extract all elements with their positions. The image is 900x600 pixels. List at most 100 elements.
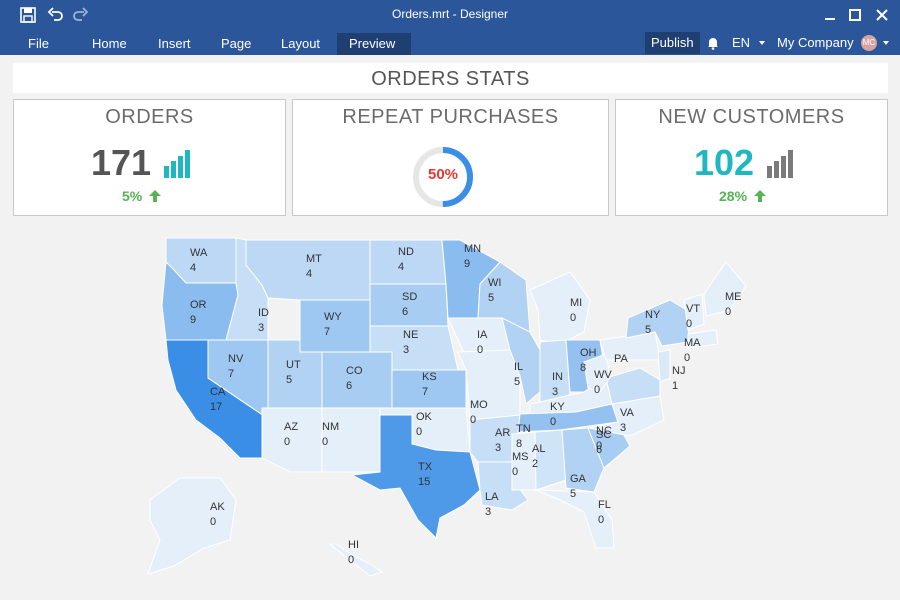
state-code-label: NY [645,309,661,321]
state-code-label: TX [418,461,433,473]
language-selector[interactable]: EN [732,35,751,50]
new-customers-delta: 28% [719,188,748,204]
state-value-label: 7 [324,326,330,338]
state-value-label: 8 [516,438,522,450]
bar-chart-icon [164,150,190,178]
redo-icon[interactable] [70,5,90,25]
chevron-down-icon[interactable] [883,41,889,45]
state-code-label: WY [324,311,342,323]
publish-button[interactable]: Publish [645,32,700,54]
menu-layout[interactable]: Layout [281,36,321,51]
state-code-label: MS [512,451,529,463]
state-value-label: 3 [620,422,626,434]
state-code-label: CO [346,365,363,377]
state-value-label: 0 [512,466,518,478]
arrow-up-icon [149,190,161,202]
menu-preview[interactable]: Preview [337,33,411,55]
menu-file[interactable]: File [28,36,49,51]
state-code-label: FL [598,499,611,511]
state-value-label: 6 [402,306,408,318]
close-icon[interactable] [872,5,892,25]
state-il[interactable] [501,317,541,405]
state-code-label: ME [725,291,742,303]
state-code-label: WI [488,277,501,289]
state-me[interactable] [703,261,747,317]
state-value-label: 1 [672,380,678,392]
state-code-label: MO [470,399,488,411]
state-code-label: WV [594,369,612,381]
state-code-label: ID [258,307,269,319]
state-nm[interactable] [321,407,381,473]
state-code-label: AR [495,427,510,439]
state-vt[interactable] [683,293,705,331]
state-code-label: SD [402,291,417,303]
state-code-label: NE [403,329,418,341]
state-value-label: 0 [570,312,576,324]
state-hi[interactable] [328,543,384,577]
state-value-label: 4 [306,268,312,280]
new-customers-card: NEW CUSTOMERS 102 28% [615,99,888,216]
state-value-label: 7 [422,386,428,398]
state-tx[interactable] [350,414,481,540]
state-value-label: 17 [210,401,222,413]
state-code-label: AZ [284,421,298,433]
repeat-purchases-value: 50% [427,166,459,183]
state-ga[interactable] [561,427,605,493]
state-mo[interactable] [457,349,521,421]
menu-page[interactable]: Page [221,36,252,51]
save-icon[interactable] [18,5,38,25]
state-value-label: 15 [418,476,430,488]
ribbon-menu: File Home Insert Page Layout Preview [0,30,900,55]
state-value-label: 9 [190,314,196,326]
state-va[interactable] [605,367,661,405]
state-value-label: 0 [322,436,328,448]
state-code-label: VT [686,303,700,315]
state-code-label: OK [416,411,433,423]
state-code-label: NC [596,425,612,437]
state-value-label: 0 [686,318,692,330]
company-selector[interactable]: My Company [777,35,854,50]
state-value-label: 0 [477,344,483,356]
state-code-label: SC [596,429,611,441]
window-title: Orders.mrt - Designer [391,7,509,21]
state-code-label: IN [552,371,563,383]
state-wv[interactable] [583,353,611,393]
state-value-label: 0 [684,352,690,364]
state-co[interactable] [321,351,393,409]
undo-icon[interactable] [46,5,66,25]
state-value-label: 5 [514,376,520,388]
state-mi[interactable] [529,271,591,345]
state-code-label: MI [570,297,582,309]
minimize-icon[interactable] [820,5,840,25]
state-ak[interactable] [147,477,237,575]
state-code-label: MN [464,243,481,255]
state-fl[interactable] [535,489,615,549]
avatar[interactable]: MC [861,35,877,51]
state-value-label: 8 [580,362,586,374]
state-value-label: 5 [488,292,494,304]
new-customers-title: NEW CUSTOMERS [658,106,845,128]
state-nj[interactable] [657,349,671,383]
chevron-down-icon[interactable] [759,41,765,45]
state-value-label: 6 [596,444,602,456]
repeat-purchases-card: REPEAT PURCHASES 50% [292,99,609,216]
state-code-label: WA [190,247,208,259]
repeat-purchases-title: REPEAT PURCHASES [342,106,559,128]
state-code-label: MA [684,337,701,349]
state-al[interactable] [534,429,567,491]
state-value-label: 5 [645,324,651,336]
arrow-up-icon [754,190,766,202]
state-value-label: 0 [594,384,600,396]
menu-home[interactable]: Home [92,36,127,51]
state-value-label: 5 [570,488,576,500]
maximize-icon[interactable] [845,5,865,25]
state-wy[interactable] [299,299,371,353]
bell-icon[interactable] [706,36,720,50]
orders-card-title: ORDERS [105,106,194,128]
state-az[interactable] [261,407,323,473]
state-ny[interactable] [625,299,691,347]
bar-chart-icon [767,150,793,178]
menu-insert[interactable]: Insert [158,36,191,51]
state-ma[interactable] [687,329,719,349]
state-value-label: 9 [464,258,470,270]
